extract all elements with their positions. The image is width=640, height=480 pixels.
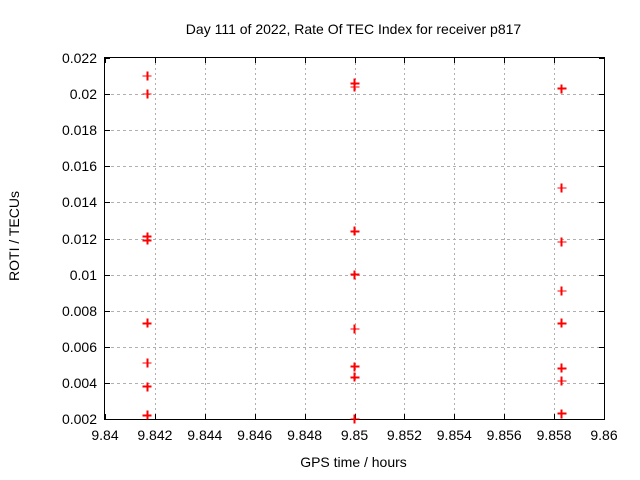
x-tick-label: 9.844 <box>187 427 223 443</box>
plot-area: 9.84 9.842 9.844 9.846 9.848 9.85 9.852 9.854 9.… <box>62 50 618 443</box>
data-point-marker <box>350 372 359 382</box>
y-tick-label: 0.02 <box>69 86 97 103</box>
data-point-marker <box>350 226 359 236</box>
y-tick-label: 0.01 <box>69 266 97 283</box>
y-tick-mark <box>105 166 110 168</box>
y-tick-mark <box>599 310 604 312</box>
y-tick-mark <box>599 274 604 276</box>
y-tick-mark <box>105 130 110 132</box>
data-point-marker <box>557 318 567 328</box>
x-tick-mark <box>554 58 556 63</box>
gridline-horizontal <box>105 310 604 312</box>
y-tick-mark <box>599 58 604 59</box>
y-tick-mark <box>599 166 604 168</box>
x-tick-mark <box>404 414 406 419</box>
data-point-marker <box>142 89 152 99</box>
x-tick-mark <box>454 58 456 63</box>
y-tick-mark <box>599 202 604 204</box>
y-tick-mark <box>105 58 110 59</box>
y-tick-mark <box>599 346 604 348</box>
gridline-horizontal <box>105 346 604 348</box>
x-tick-mark <box>304 414 306 419</box>
y-tick-label: 0.014 <box>61 194 97 211</box>
y-tick-mark <box>599 382 604 384</box>
x-tick-label: 9.858 <box>536 427 572 443</box>
y-tick-label: 0.008 <box>61 302 97 319</box>
x-tick-mark <box>604 58 605 63</box>
x-tick-mark <box>204 58 206 63</box>
data-point-marker <box>557 409 567 419</box>
x-tick-mark <box>354 58 356 63</box>
x-tick-label: 9.85 <box>340 427 369 443</box>
x-tick-label: 9.856 <box>486 427 522 443</box>
y-tick-mark <box>599 130 604 132</box>
data-point-marker <box>350 414 359 424</box>
x-tick-label: 9.854 <box>436 427 472 443</box>
y-tick-label: 0.016 <box>61 158 97 175</box>
x-tick-label: 9.846 <box>237 427 273 443</box>
gridline-horizontal <box>105 238 604 240</box>
y-tick-mark <box>105 346 110 348</box>
y-tick-label: 0.006 <box>61 338 97 355</box>
data-point-marker <box>350 82 359 92</box>
x-tick-mark <box>254 58 256 63</box>
x-axis-label: GPS time / hours <box>300 454 407 470</box>
x-tick-mark <box>304 58 306 63</box>
x-tick-label: 9.86 <box>590 427 618 443</box>
x-tick-label: 9.848 <box>287 427 323 443</box>
data-point-marker <box>350 270 359 280</box>
x-tick-mark <box>154 58 156 63</box>
data-point-marker <box>142 382 152 391</box>
data-point-marker <box>557 376 567 386</box>
y-tick-mark <box>105 419 110 420</box>
data-point-marker <box>142 358 152 368</box>
y-tick-mark <box>105 202 110 204</box>
y-tick-label: 0.022 <box>61 50 97 66</box>
x-tick-mark <box>504 414 506 419</box>
y-tick-mark <box>105 274 110 276</box>
chart-title: Day 111 of 2022, Rate Of TEC Index for r… <box>185 21 522 37</box>
x-tick-mark <box>105 58 106 63</box>
x-tick-mark <box>454 414 456 419</box>
y-tick-label: 0.018 <box>61 122 97 139</box>
data-point-marker <box>557 237 567 247</box>
data-point-marker <box>350 362 359 372</box>
data-point-marker <box>142 410 152 420</box>
data-point-marker <box>350 324 359 334</box>
x-tick-mark <box>504 58 506 63</box>
y-tick-label: 0.004 <box>61 374 97 391</box>
y-tick-mark <box>599 238 604 240</box>
x-tick-label: 9.84 <box>91 427 119 443</box>
x-tick-mark <box>254 414 256 419</box>
x-tick-mark <box>404 58 406 63</box>
data-point-marker <box>142 318 152 328</box>
gridline-horizontal <box>105 166 604 168</box>
gridline-horizontal <box>105 94 604 96</box>
data-point-marker <box>557 363 567 373</box>
y-tick-label: 0.012 <box>61 230 97 247</box>
x-tick-mark <box>554 414 556 419</box>
y-tick-mark <box>599 94 604 96</box>
y-tick-label: 0.002 <box>61 411 97 427</box>
y-tick-mark <box>105 382 110 384</box>
x-tick-label: 9.852 <box>386 427 422 443</box>
data-point-marker <box>142 235 152 245</box>
y-tick-mark <box>105 310 110 312</box>
data-point-marker <box>557 286 567 296</box>
gridline-horizontal <box>105 202 604 204</box>
y-tick-mark <box>599 419 604 420</box>
x-tick-label: 9.842 <box>137 427 173 443</box>
gridline-horizontal <box>105 382 604 384</box>
x-tick-mark <box>204 414 206 419</box>
y-tick-mark <box>105 238 110 240</box>
data-point-marker <box>557 183 567 193</box>
data-point-marker <box>142 71 152 81</box>
x-tick-mark <box>604 414 605 419</box>
gridline-horizontal <box>105 130 604 132</box>
y-tick-mark <box>105 94 110 96</box>
data-point-marker <box>557 84 567 94</box>
x-tick-mark <box>105 414 106 419</box>
x-tick-mark <box>154 414 156 419</box>
